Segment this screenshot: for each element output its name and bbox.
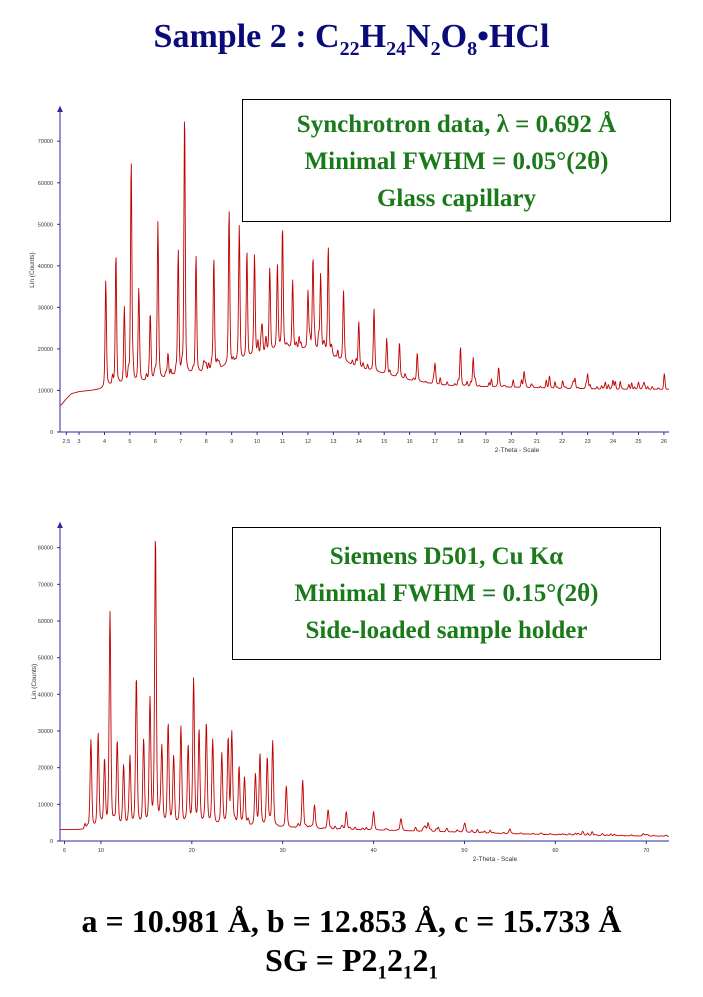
x-tick-label: 22	[559, 439, 565, 445]
info-line: Glass capillary	[376, 185, 537, 212]
x-tick-label: 20	[508, 439, 514, 445]
x-tick-label: 15	[381, 439, 387, 445]
y-tick-label: 10000	[38, 388, 53, 394]
info-line: Minimal FWHM = 0.05°(2θ)	[304, 148, 609, 175]
x-tick-label: 6	[63, 848, 66, 854]
x-tick-label: 10	[254, 439, 260, 445]
x-tick-label: 5	[128, 439, 131, 445]
x-tick-label: 70	[643, 848, 649, 854]
x-tick-label: 20	[189, 848, 195, 854]
x-tick-label: 40	[371, 848, 377, 854]
info-line: Minimal FWHM = 0.15°(2θ)	[294, 580, 599, 607]
x-tick-label: 4	[103, 439, 106, 445]
y-axis-label: Lin (Counts)	[29, 252, 36, 287]
y-axis-arrow	[57, 522, 63, 528]
info-line: Siemens D501, Cu Kα	[329, 543, 564, 570]
x-tick-label: 19	[483, 439, 489, 445]
x-tick-label: 60	[552, 848, 558, 854]
y-tick-label: 20000	[38, 766, 53, 772]
y-tick-label: 70000	[38, 139, 53, 145]
diffraction-trace	[59, 121, 670, 406]
y-tick-label: 50000	[38, 222, 53, 228]
y-tick-label: 40000	[38, 264, 53, 270]
x-tick-label: 6	[154, 439, 157, 445]
x-tick-label: 24	[610, 439, 616, 445]
y-tick-label: 30000	[38, 729, 53, 735]
x-tick-label: 16	[407, 439, 413, 445]
x-tick-label: 23	[585, 439, 591, 445]
info-line: Synchrotron data, λ = 0.692 Å	[296, 111, 617, 138]
x-tick-label: 11	[280, 439, 286, 445]
y-axis-label: Lin (Counts)	[31, 664, 38, 699]
x-tick-label: 12	[305, 439, 311, 445]
x-tick-label: 9	[230, 439, 233, 445]
x-tick-label: 2.5	[63, 439, 71, 445]
x-tick-label: 10	[98, 848, 104, 854]
y-tick-label: 70000	[38, 582, 53, 588]
y-tick-label: 30000	[38, 305, 53, 311]
y-tick-label: 60000	[38, 181, 53, 187]
y-tick-label: 40000	[38, 692, 53, 698]
x-tick-label: 18	[457, 439, 463, 445]
unit-cell-parameters: a = 10.981 Å, b = 12.853 Å, c = 15.733 Å	[81, 903, 622, 939]
space-group: SG = P212121	[265, 942, 438, 984]
y-tick-label: 20000	[38, 347, 53, 353]
y-tick-label: 0	[50, 430, 53, 436]
x-tick-label: 7	[179, 439, 182, 445]
x-tick-label: 21	[534, 439, 540, 445]
y-axis-arrow	[57, 106, 63, 112]
x-tick-label: 17	[432, 439, 438, 445]
x-axis-label: 2-Theta - Scale	[473, 856, 518, 863]
synchrotron-pattern-chart: 0 10000 20000 30000 40000 50000 60000 70000 2.5 3…	[29, 106, 670, 454]
x-tick-label: 3	[78, 439, 81, 445]
synchrotron-info-box: Synchrotron data, λ = 0.692 Å Minimal FW…	[242, 99, 671, 222]
y-tick-label: 10000	[38, 802, 53, 808]
y-tick-label: 50000	[38, 656, 53, 662]
y-tick-label: 80000	[38, 546, 53, 552]
diffraction-trace	[59, 540, 670, 837]
x-tick-label: 25	[635, 439, 641, 445]
y-tick-label: 60000	[38, 619, 53, 625]
page-title: Sample 2 : C22H24N2O8•HCl	[153, 18, 550, 60]
x-tick-label: 8	[205, 439, 208, 445]
x-tick-label: 50	[461, 848, 467, 854]
x-tick-label: 14	[356, 439, 362, 445]
laboratory-pattern-chart: 0 10000 20000 30000 40000 50000 60000 70000 8000…	[31, 522, 670, 863]
x-axis-label: 2-Theta - Scale	[495, 447, 540, 454]
info-line: Side-loaded sample holder	[305, 617, 588, 644]
x-tick-label: 30	[280, 848, 286, 854]
x-tick-label: 26	[661, 439, 667, 445]
y-tick-label: 0	[50, 839, 53, 845]
x-tick-label: 13	[330, 439, 336, 445]
diffractometer-info-box: Siemens D501, Cu Kα Minimal FWHM = 0.15°…	[232, 527, 661, 660]
